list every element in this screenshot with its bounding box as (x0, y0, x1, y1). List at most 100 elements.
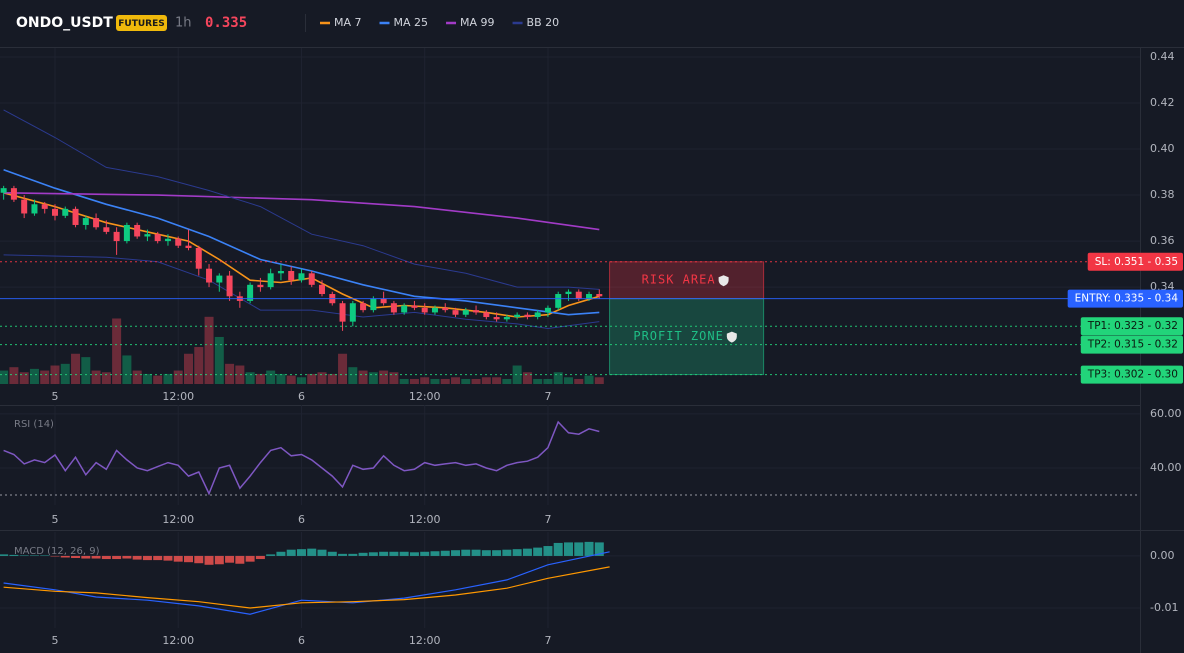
candle-body (401, 305, 408, 313)
histogram-bar (327, 551, 337, 556)
volume-bar (235, 365, 245, 384)
histogram-bar (481, 550, 491, 556)
candle-body (72, 208, 79, 225)
candle-body (565, 291, 572, 295)
candle-body (524, 314, 531, 318)
volume-bar (296, 377, 306, 384)
volume-bar (522, 372, 532, 384)
volume-bar (286, 375, 296, 384)
indicator-line (3, 192, 600, 231)
volume-bar (553, 372, 563, 384)
pane-title: MACD (12, 26, 9) (14, 546, 100, 557)
volume-bar (266, 370, 276, 384)
candle-body (247, 284, 254, 301)
histogram-bar (296, 549, 306, 556)
candle-body (134, 224, 141, 237)
price-level-box (1087, 252, 1183, 271)
histogram-bar (225, 555, 235, 563)
legend-label: MA 7 (334, 16, 362, 29)
candle-body (360, 303, 367, 311)
x-tick-label: 7 (544, 390, 551, 403)
candle-body (555, 294, 562, 308)
candle-body (123, 224, 130, 242)
candle-body (380, 298, 387, 304)
histogram-bar (584, 541, 594, 556)
zone-label: RISK AREA (642, 273, 716, 287)
histogram-bar (0, 554, 9, 556)
badge-text: FUTURES (118, 19, 164, 29)
price-level-label: TP1: 0.323 - 0.32 (1087, 320, 1178, 332)
histogram-bar (553, 542, 563, 556)
volume-bar (91, 370, 101, 384)
volume-bar (153, 375, 163, 384)
volume-bar (358, 370, 368, 384)
volume-bar (368, 372, 378, 384)
histogram-bar (235, 555, 245, 564)
volume-bar (60, 363, 70, 384)
y-tick-label: 60.00 (1150, 407, 1182, 420)
volume-bar (276, 373, 286, 384)
volume-bar (184, 353, 194, 384)
histogram-bar (50, 555, 60, 557)
histogram-bar (255, 555, 265, 560)
histogram-bar (492, 550, 502, 556)
histogram-bar (348, 553, 358, 556)
candle-body (586, 294, 593, 299)
candle-body (10, 188, 17, 200)
histogram-bar (399, 551, 409, 556)
histogram-bar (173, 555, 183, 562)
histogram-bar (543, 546, 553, 556)
histogram-bar (358, 552, 368, 556)
volume-bar (307, 373, 317, 384)
histogram-bar (101, 555, 111, 560)
x-tick-label: 12:00 (162, 513, 194, 526)
volume-bar (173, 370, 183, 384)
x-tick-label: 12:00 (409, 634, 441, 647)
volume-bar (348, 367, 358, 384)
y-tick-label: 0.00 (1150, 549, 1175, 562)
volume-bar (563, 377, 573, 384)
histogram-bar (276, 551, 286, 556)
volume-bar (81, 357, 91, 384)
histogram-bar (594, 542, 604, 556)
volume-bar (430, 378, 440, 384)
candle-body (267, 273, 274, 288)
macd-line (3, 566, 610, 609)
volume-bar (214, 336, 224, 384)
indicator-line (3, 168, 600, 316)
legend-label: MA 25 (394, 16, 429, 29)
candle-body (596, 294, 603, 297)
x-tick-label: 12:00 (409, 513, 441, 526)
candle-body (431, 307, 438, 313)
candle-body (493, 317, 500, 320)
candle-body (164, 238, 171, 242)
histogram-bar (19, 555, 29, 556)
volume-bar (19, 372, 29, 384)
volume-bar (71, 353, 81, 384)
histogram-bar (132, 555, 142, 560)
volume-bar (255, 373, 265, 384)
y-tick-label: 0.42 (1150, 96, 1175, 109)
x-tick-label: 5 (51, 513, 58, 526)
histogram-bar (91, 555, 101, 559)
histogram-bar (379, 551, 389, 556)
volume-bar (440, 378, 450, 384)
volume-bar (533, 378, 543, 384)
candle-body (82, 218, 89, 225)
histogram-bar (502, 549, 512, 556)
volume-bar (29, 368, 39, 384)
histogram-bar (389, 551, 399, 556)
x-tick-label: 5 (51, 634, 58, 647)
histogram-bar (461, 549, 471, 556)
rsi-line (3, 420, 600, 496)
histogram-bar (286, 549, 296, 556)
histogram-bar (368, 552, 378, 556)
candle-body (175, 238, 182, 246)
candle-body (534, 312, 541, 318)
price-level-box (1080, 317, 1183, 336)
histogram-bar (522, 548, 532, 556)
volume-bar (245, 372, 255, 384)
volume-bar (317, 372, 327, 384)
y-tick-label: 0.36 (1150, 234, 1175, 247)
histogram-bar (440, 550, 450, 556)
